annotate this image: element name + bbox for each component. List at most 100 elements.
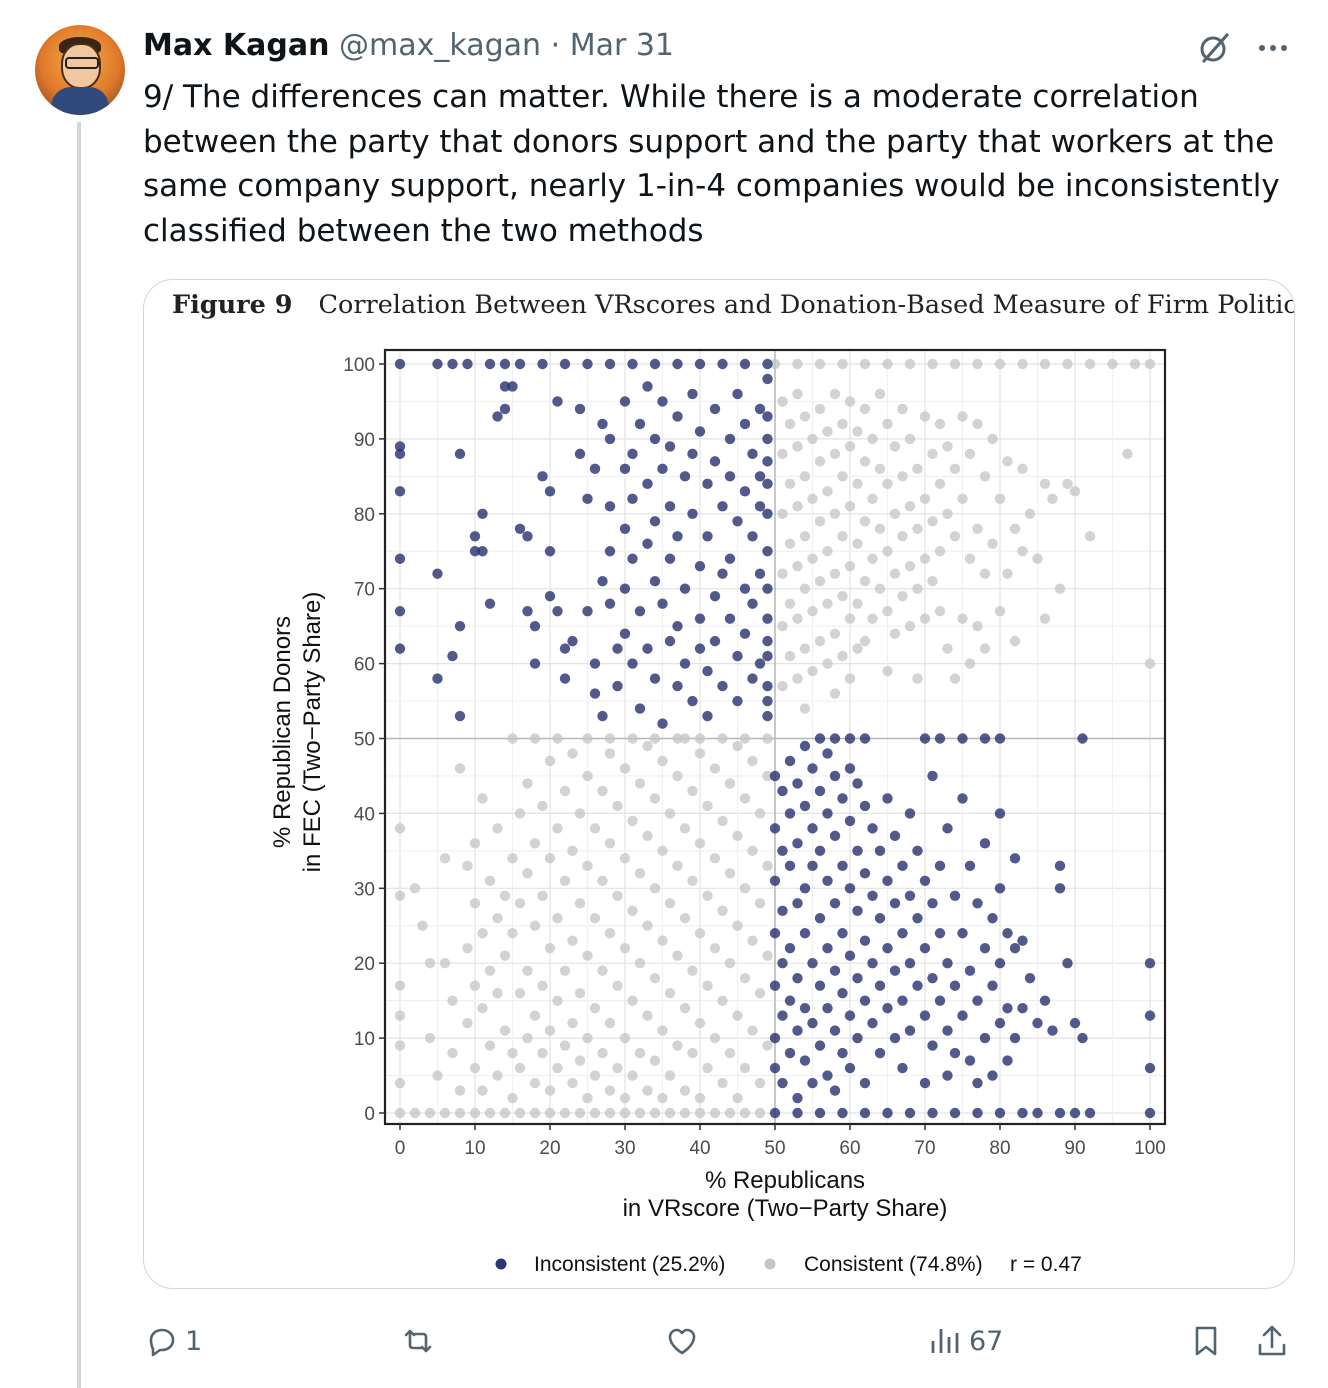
action-bar: 1 67 <box>0 1316 1328 1366</box>
data-point-consistent <box>424 1107 436 1119</box>
data-point-inconsistent <box>964 965 976 976</box>
bar-chart-icon <box>931 1329 959 1353</box>
data-point-consistent <box>1002 456 1013 467</box>
data-point-inconsistent <box>994 808 1006 819</box>
bookmark-button[interactable] <box>1188 1316 1224 1366</box>
y-axis-label: in FEC (Two−Party Share) <box>299 592 326 873</box>
data-point-consistent <box>597 785 608 797</box>
data-point-inconsistent <box>597 576 608 587</box>
data-point-consistent <box>702 980 713 991</box>
data-point-inconsistent <box>927 1040 938 1051</box>
data-point-inconsistent <box>777 845 788 857</box>
data-point-consistent <box>454 1107 466 1119</box>
reply-button[interactable]: 1 <box>143 1316 202 1366</box>
data-point-inconsistent <box>559 358 571 370</box>
data-point-inconsistent <box>747 598 758 609</box>
data-point-inconsistent <box>559 673 571 684</box>
data-point-consistent <box>529 733 541 744</box>
data-point-consistent <box>552 1062 563 1074</box>
data-point-inconsistent <box>604 501 616 512</box>
data-point-inconsistent <box>619 463 631 475</box>
data-point-inconsistent <box>942 958 953 969</box>
data-point-consistent <box>394 1077 406 1089</box>
data-point-inconsistent <box>589 658 601 669</box>
data-point-inconsistent <box>642 538 653 549</box>
data-point-inconsistent <box>732 650 743 662</box>
data-point-consistent <box>927 448 938 460</box>
data-point-inconsistent <box>627 448 638 460</box>
data-point-consistent <box>619 1107 631 1119</box>
data-point-inconsistent <box>777 785 788 797</box>
like-button[interactable] <box>664 1316 706 1366</box>
data-point-inconsistent <box>664 441 676 452</box>
data-point-inconsistent <box>837 987 848 999</box>
media-card[interactable]: Figure 9 Correlation Between VRscores and… <box>143 279 1295 1289</box>
data-point-inconsistent <box>499 358 511 370</box>
data-point-consistent <box>672 733 683 744</box>
data-point-inconsistent <box>889 830 901 842</box>
data-point-inconsistent <box>1002 928 1013 939</box>
data-point-inconsistent <box>649 358 661 370</box>
data-point-inconsistent <box>889 1032 901 1044</box>
data-point-inconsistent <box>994 883 1006 894</box>
data-point-inconsistent <box>994 958 1006 969</box>
data-point-consistent <box>859 358 871 370</box>
data-point-consistent <box>394 1040 406 1051</box>
grok-slash-icon[interactable] <box>1196 30 1232 66</box>
retweet-button[interactable] <box>400 1316 442 1366</box>
data-point-inconsistent <box>904 890 916 901</box>
data-point-inconsistent <box>484 358 496 370</box>
data-point-consistent <box>912 583 923 594</box>
data-point-consistent <box>649 883 661 894</box>
data-point-consistent <box>964 553 976 564</box>
data-point-inconsistent <box>852 778 863 789</box>
data-point-inconsistent <box>792 838 803 849</box>
legend-label-consistent: Consistent (74.8%) <box>804 1253 983 1276</box>
data-point-consistent <box>567 1077 578 1089</box>
more-dots-icon[interactable] <box>1256 33 1292 63</box>
data-point-inconsistent <box>582 605 593 617</box>
views-button[interactable]: 67 <box>927 1316 1003 1366</box>
data-point-inconsistent <box>492 411 503 422</box>
data-point-inconsistent <box>634 418 646 430</box>
data-point-inconsistent <box>1017 1002 1028 1014</box>
data-point-consistent <box>994 605 1006 617</box>
data-point-consistent <box>829 388 841 400</box>
data-point-consistent <box>537 1047 548 1059</box>
data-point-consistent <box>987 433 998 445</box>
data-point-inconsistent <box>1144 1107 1156 1119</box>
data-point-inconsistent <box>829 770 841 782</box>
data-point-consistent <box>949 531 961 542</box>
data-point-inconsistent <box>957 793 968 804</box>
data-point-consistent <box>559 875 571 887</box>
data-point-consistent <box>829 448 841 460</box>
data-point-consistent <box>1129 358 1141 370</box>
data-point-consistent <box>874 463 886 475</box>
data-point-consistent <box>927 576 938 587</box>
tweet-date[interactable]: Mar 31 <box>569 28 674 63</box>
data-point-inconsistent <box>799 1002 811 1014</box>
share-button[interactable] <box>1254 1316 1290 1366</box>
data-point-consistent <box>694 733 706 744</box>
data-point-inconsistent <box>822 808 833 819</box>
data-point-consistent <box>852 426 863 437</box>
data-point-consistent <box>694 1107 706 1119</box>
data-point-inconsistent <box>919 733 931 744</box>
data-point-inconsistent <box>972 1077 983 1089</box>
data-point-inconsistent <box>529 658 541 669</box>
data-point-consistent <box>409 1107 421 1119</box>
data-point-consistent <box>724 868 736 879</box>
author-handle[interactable]: @max_kagan <box>339 28 542 63</box>
data-point-inconsistent <box>739 418 751 430</box>
data-point-consistent <box>514 898 526 909</box>
data-point-consistent <box>687 785 698 797</box>
data-point-consistent <box>424 958 436 969</box>
data-point-consistent <box>882 418 893 430</box>
avatar[interactable] <box>35 25 125 115</box>
author-name[interactable]: Max Kagan <box>143 28 330 63</box>
data-point-inconsistent <box>844 883 856 894</box>
data-point-consistent <box>844 441 856 452</box>
data-point-consistent <box>799 531 811 542</box>
data-point-consistent <box>642 1010 653 1021</box>
data-point-consistent <box>829 628 841 639</box>
